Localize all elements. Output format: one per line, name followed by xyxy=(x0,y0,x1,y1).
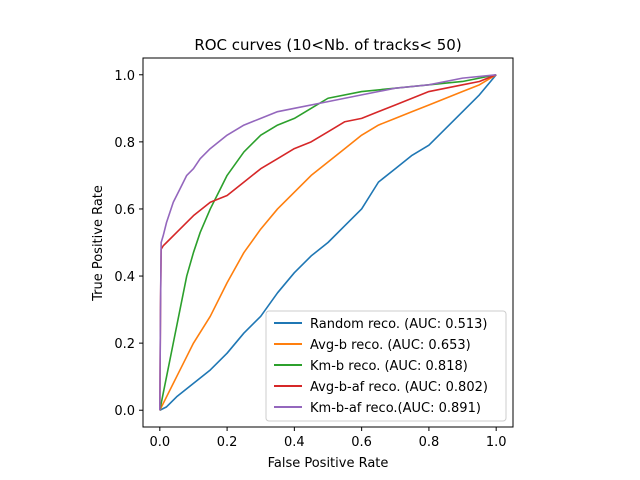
series-line-0 xyxy=(159,74,497,411)
legend-box xyxy=(265,310,507,422)
x-tick-label: 0.8 xyxy=(419,435,440,450)
legend: Random reco. (AUC: 0.513) Avg-b reco. (AU… xyxy=(265,310,507,422)
legend-label-2: Km-b reco. (AUC: 0.818) xyxy=(310,359,468,374)
y-tick-label: 1.0 xyxy=(114,69,135,84)
x-tick-label: 0.2 xyxy=(217,435,238,450)
y-tick-label: 0.6 xyxy=(114,203,135,218)
y-tick-label: 0.8 xyxy=(114,136,135,151)
y-tick-label: 0.2 xyxy=(114,337,135,352)
series-line-1 xyxy=(159,74,497,411)
series-line-2 xyxy=(159,73,497,411)
ticks-layer: 0.0 0.2 0.4 0.6 0.8 1.0 0.0 0.2 0.4 0.6 0.8 1.0 xyxy=(114,69,506,450)
x-tick-label: 1.0 xyxy=(486,435,507,450)
x-tick-label: 0.4 xyxy=(284,435,305,450)
y-axis-label: True Positive Rate xyxy=(91,185,106,302)
series-layer xyxy=(159,73,497,411)
legend-label-0: Random reco. (AUC: 0.513) xyxy=(310,317,488,332)
x-axis-label: False Positive Rate xyxy=(268,456,389,471)
x-tick-label: 0.6 xyxy=(351,435,372,450)
y-tick-label: 0.0 xyxy=(114,404,135,419)
legend-label-3: Avg-b-af reco. (AUC: 0.802) xyxy=(310,380,488,395)
series-line-3 xyxy=(159,74,497,411)
plot-frame xyxy=(142,57,514,428)
legend-label-1: Avg-b reco. (AUC: 0.653) xyxy=(310,338,471,353)
legend-label-4: Km-b-af reco.(AUC: 0.891) xyxy=(310,401,481,416)
series-line-4 xyxy=(159,73,497,411)
y-tick-label: 0.4 xyxy=(114,270,135,285)
x-tick-label: 0.0 xyxy=(149,435,170,450)
chart-title: ROC curves (10<Nb. of tracks< 50) xyxy=(194,36,461,54)
